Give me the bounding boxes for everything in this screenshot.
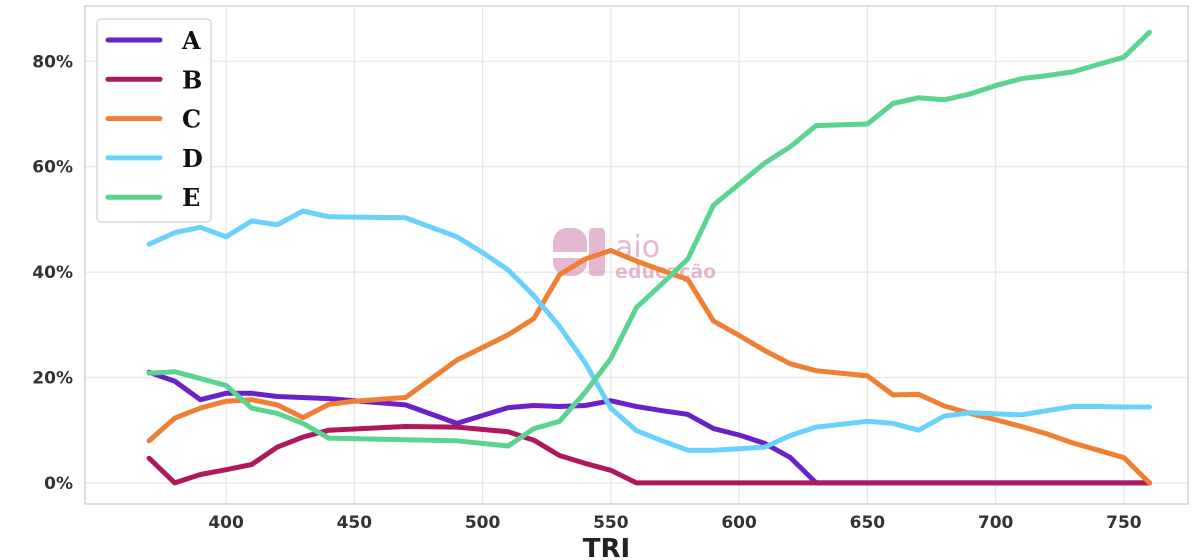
legend-label-d: D xyxy=(182,144,203,173)
series-line-c xyxy=(146,248,1152,486)
series-line-b xyxy=(146,424,1152,486)
legend-label-a: A xyxy=(181,26,201,55)
x-tick-label: 600 xyxy=(721,513,757,533)
series-line-e xyxy=(146,29,1152,449)
y-tick-label: 60% xyxy=(32,158,73,178)
x-tick-label: 700 xyxy=(978,513,1014,533)
legend-label-e: E xyxy=(182,183,200,212)
x-axis-title: TRI xyxy=(583,534,630,560)
legend-label-c: C xyxy=(182,105,201,134)
legend-label-b: B xyxy=(182,65,202,94)
x-tick-label: 650 xyxy=(850,513,886,533)
series-line-a xyxy=(146,369,1152,486)
y-tick-label: 40% xyxy=(32,263,73,283)
x-tick-label: 550 xyxy=(593,513,629,533)
y-tick-label: 20% xyxy=(32,369,73,389)
axis-ticks: 400 450 500 550 600 650 700 750 0% 20% 40% 60% 80% xyxy=(32,52,1141,533)
series-line-d xyxy=(146,208,1152,453)
x-tick-label: 450 xyxy=(337,513,373,533)
y-tick-label: 80% xyxy=(32,52,73,72)
watermark: aio educação xyxy=(553,228,716,283)
x-tick-label: 500 xyxy=(465,513,501,533)
x-tick-label: 750 xyxy=(1106,513,1142,533)
watermark-logo-icon xyxy=(553,228,605,276)
y-tick-label: 0% xyxy=(44,474,73,494)
series-lines xyxy=(146,29,1152,486)
x-tick-label: 400 xyxy=(208,513,244,533)
plot-frame xyxy=(84,5,1189,505)
